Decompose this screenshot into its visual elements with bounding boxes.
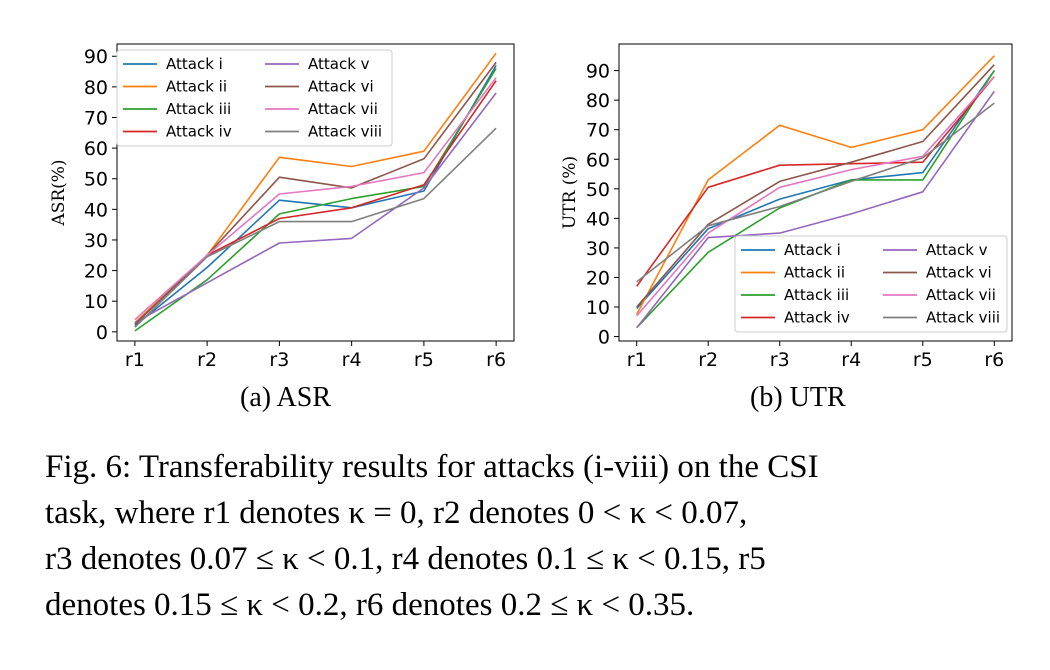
series-line bbox=[636, 70, 995, 310]
y-tick-label: 40 bbox=[586, 208, 610, 230]
x-tick-label: r3 bbox=[770, 349, 790, 371]
legend-label: Attack vii bbox=[926, 286, 996, 304]
subcaption-asr: (a) ASR bbox=[240, 382, 331, 413]
y-tick-label: 50 bbox=[84, 169, 108, 191]
figure-caption: Fig. 6: Transferability results for atta… bbox=[45, 444, 1005, 628]
y-tick-label: 60 bbox=[586, 149, 610, 171]
series-line bbox=[636, 102, 995, 283]
y-tick-label: 90 bbox=[586, 61, 610, 83]
y-tick-label: 80 bbox=[84, 77, 108, 99]
y-tick-label: 0 bbox=[96, 322, 108, 344]
y-tick-label: 80 bbox=[586, 90, 610, 112]
y-tick-label: 30 bbox=[586, 238, 610, 260]
series-line bbox=[635, 55, 995, 315]
legend-label: Attack viii bbox=[926, 309, 1000, 327]
plot-frame bbox=[116, 43, 515, 342]
figure-charts: 0 10 20 30 40 50 60 70 80 90 r1 r2 r3 r4 r5 r6 ASR(%) Att… bbox=[49, 43, 1013, 371]
x-tick-label: r1 bbox=[627, 349, 647, 371]
y-tick-label: 50 bbox=[586, 179, 610, 201]
series-line bbox=[636, 90, 995, 329]
legend-label: Attack iii bbox=[784, 286, 849, 304]
y-tick-label: 20 bbox=[586, 267, 610, 289]
caption-line: task, where r1 denotes κ = 0, r2 denotes… bbox=[45, 495, 748, 531]
legend-box bbox=[116, 49, 393, 147]
y-tick-label: 20 bbox=[84, 261, 108, 283]
legend: Attack i Attack ii Attack iii Attack iv Atta… bbox=[734, 235, 1008, 333]
legend-label: Attack i bbox=[784, 241, 841, 259]
legend-label: Attack v bbox=[926, 241, 988, 259]
legend-label: Attack i bbox=[166, 55, 223, 73]
x-tick-label: r3 bbox=[269, 349, 289, 371]
y-tick-label: 10 bbox=[84, 291, 108, 313]
series-line bbox=[134, 65, 497, 327]
chart-asr: 0 10 20 30 40 50 60 70 80 90 r1 r2 r3 r4 r5 r6 ASR(%) Att… bbox=[49, 43, 515, 371]
caption-line: denotes 0.15 ≤ κ < 0.2, r6 denotes 0.2 ≤… bbox=[45, 587, 695, 623]
legend-box bbox=[734, 235, 1008, 333]
x-tick-label: r6 bbox=[984, 349, 1004, 371]
series-line bbox=[636, 64, 995, 308]
series-line bbox=[134, 127, 497, 328]
legend-label: Attack viii bbox=[308, 123, 382, 141]
series-line bbox=[134, 77, 497, 321]
x-tick-label: r4 bbox=[841, 349, 861, 371]
y-tick-label: 70 bbox=[586, 120, 610, 142]
legend-label: Attack ii bbox=[166, 78, 227, 96]
plot-frame bbox=[618, 43, 1013, 342]
series-line bbox=[134, 92, 497, 324]
x-tick-label: r6 bbox=[486, 349, 506, 371]
x-tick-label: r2 bbox=[197, 349, 217, 371]
legend-label: Attack v bbox=[308, 55, 370, 73]
legend-label: Attack iv bbox=[166, 123, 232, 141]
legend-label: Attack vi bbox=[308, 78, 374, 96]
legend-label: Attack vii bbox=[308, 100, 378, 118]
x-tick-label: r1 bbox=[125, 349, 145, 371]
chart-utr: 0 10 20 30 40 50 60 70 80 90 r1 r2 r3 r4 r5 r6 UTR (%) At… bbox=[560, 43, 1013, 371]
x-tick-label: r5 bbox=[414, 349, 434, 371]
legend-label: Attack vi bbox=[926, 264, 992, 282]
y-tick-label: 70 bbox=[84, 107, 108, 129]
caption-line: r3 denotes 0.07 ≤ κ < 0.1, r4 denotes 0.… bbox=[45, 541, 766, 577]
series-line bbox=[636, 75, 995, 317]
legend: Attack i Attack ii Attack iii Attack iv Atta… bbox=[116, 49, 393, 147]
legend-label: Attack ii bbox=[784, 264, 845, 282]
y-tick-label: 0 bbox=[598, 327, 610, 349]
y-tick-label: 30 bbox=[84, 230, 108, 252]
x-tick-label: r4 bbox=[342, 349, 362, 371]
subcaption-utr: (b) UTR bbox=[750, 382, 846, 413]
y-tick-label: 40 bbox=[84, 199, 108, 221]
y-tick-label: 90 bbox=[84, 46, 108, 68]
legend-label: Attack iii bbox=[166, 100, 231, 118]
y-axis-label: UTR (%) bbox=[560, 156, 580, 229]
y-tick-label: 60 bbox=[84, 138, 108, 160]
caption-line: Fig. 6: Transferability results for atta… bbox=[45, 449, 819, 485]
y-axis-label: ASR(%) bbox=[49, 159, 69, 226]
y-tick-label: 10 bbox=[586, 297, 610, 319]
legend-label: Attack iv bbox=[784, 309, 850, 327]
x-tick-label: r5 bbox=[913, 349, 933, 371]
x-tick-label: r2 bbox=[698, 349, 718, 371]
